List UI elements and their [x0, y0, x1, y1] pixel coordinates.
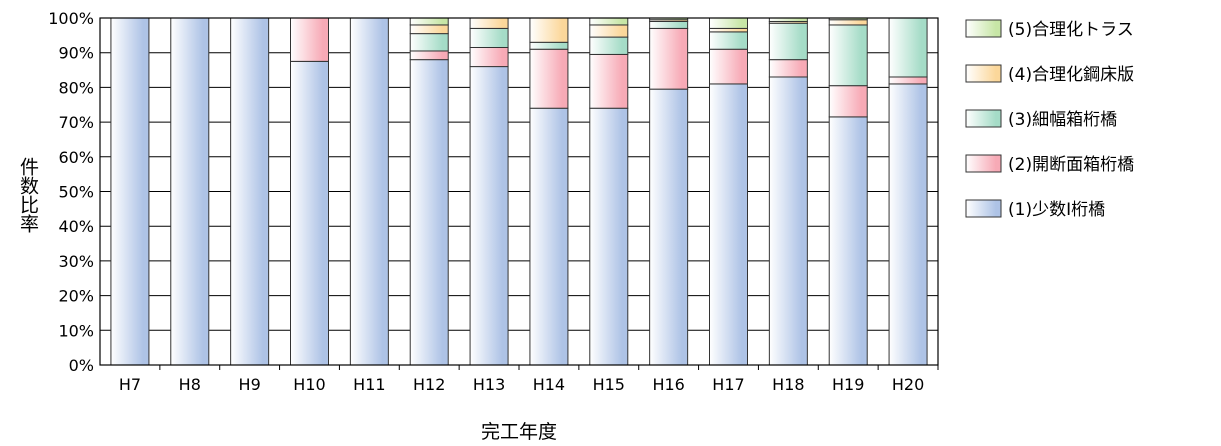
bar-segment	[768, 59, 808, 78]
plot-frame	[99, 17, 939, 366]
x-tick-label: H20	[892, 375, 924, 394]
bar-segment	[649, 20, 689, 29]
bar-segment	[230, 17, 270, 366]
y-tick-label: 100%	[48, 9, 94, 28]
y-tick-label: 60%	[58, 148, 94, 167]
bar-layer	[110, 17, 928, 366]
y-tick-label: 50%	[58, 183, 94, 202]
x-tick-label: H18	[772, 375, 804, 394]
bar-segment	[409, 59, 449, 366]
x-tick-label: H19	[832, 375, 864, 394]
x-tick-label: H14	[533, 375, 565, 394]
x-tick-label: H10	[293, 375, 325, 394]
bar-segment	[469, 27, 509, 48]
y-tick-label: 20%	[58, 287, 94, 306]
y-tick-label: 10%	[58, 321, 94, 340]
bar-segment	[409, 17, 449, 26]
x-tick-label: H7	[119, 375, 141, 394]
bar-segment	[649, 88, 689, 366]
bar-segment	[589, 36, 629, 55]
bar-segment	[649, 27, 689, 90]
legend-swatch	[965, 64, 1002, 83]
bar-segment	[529, 48, 569, 109]
legend-label: (2)開断面箱桁橋	[1008, 155, 1134, 175]
y-tick-label: 80%	[58, 78, 94, 97]
legend-swatch	[965, 109, 1002, 128]
bar-segment	[768, 22, 808, 61]
bar-segment	[709, 48, 748, 85]
bar-segment	[828, 19, 868, 26]
x-tick-label: H8	[179, 375, 201, 394]
bar-segment	[709, 17, 748, 29]
axis-layer: 0% 10% 20% 30% 40% 50% 60% 70% 80% 90% 100% H7 H8 H9 H…	[48, 9, 939, 394]
legend-label: (4)合理化鋼床版	[1008, 65, 1134, 85]
bar-segment	[409, 50, 449, 61]
x-tick-label: H13	[473, 375, 505, 394]
x-tick-label: H16	[652, 375, 684, 394]
bar-segment	[349, 17, 389, 366]
legend-label: (3)細幅箱桁橋	[1008, 110, 1117, 130]
legend-label: (5)合理化トラス	[1008, 20, 1134, 40]
legend-swatch	[965, 19, 1002, 38]
bar-segment	[589, 107, 629, 366]
y-tick-label: 40%	[58, 217, 94, 236]
x-tick-label: H17	[712, 375, 744, 394]
bar-segment	[290, 17, 329, 62]
bar-segment	[828, 24, 868, 87]
legend-swatch	[965, 154, 1002, 173]
bar-segment	[709, 27, 748, 33]
legend-label: (1)少数I桁橋	[1008, 200, 1105, 220]
bar-segment	[110, 17, 150, 366]
bar-segment	[888, 83, 928, 366]
y-axis-title: 件数比率	[17, 157, 39, 233]
bar-segment	[529, 107, 569, 366]
bar-segment	[529, 17, 569, 43]
bar-segment	[888, 17, 928, 78]
legend-swatch	[965, 199, 1002, 218]
x-axis-title: 完工年度	[481, 421, 557, 443]
bar-segment	[828, 116, 868, 366]
x-tick-label: H12	[413, 375, 445, 394]
bar-segment	[709, 31, 748, 50]
bar-segment	[469, 17, 509, 29]
bar-segment	[469, 46, 509, 68]
legend: (5)合理化トラス (4)合理化鋼床版 (3)細幅箱桁橋 (2)開断面箱桁橋 (1)少数…	[965, 19, 1134, 220]
bar-segment	[589, 24, 629, 38]
bar-segment	[529, 41, 569, 50]
bar-segment	[828, 85, 868, 118]
y-tick-label: 0%	[69, 356, 94, 375]
bar-segment	[409, 33, 449, 52]
bar-segment	[589, 53, 629, 109]
y-tick-label: 90%	[58, 44, 94, 63]
bar-segment	[768, 76, 808, 366]
x-tick-label: H15	[593, 375, 625, 394]
x-tick-label: H9	[239, 375, 261, 394]
grid-layer	[100, 17, 938, 366]
y-tick-label: 30%	[58, 252, 94, 271]
bar-segment	[888, 76, 928, 85]
bar-segment	[409, 24, 449, 35]
bar-segment	[709, 83, 748, 366]
x-tick-label: H11	[353, 375, 385, 394]
bar-segment	[469, 66, 509, 366]
bar-segment	[589, 17, 629, 26]
y-tick-label: 70%	[58, 113, 94, 132]
bar-segment	[170, 17, 210, 366]
bar-segment	[290, 60, 329, 366]
